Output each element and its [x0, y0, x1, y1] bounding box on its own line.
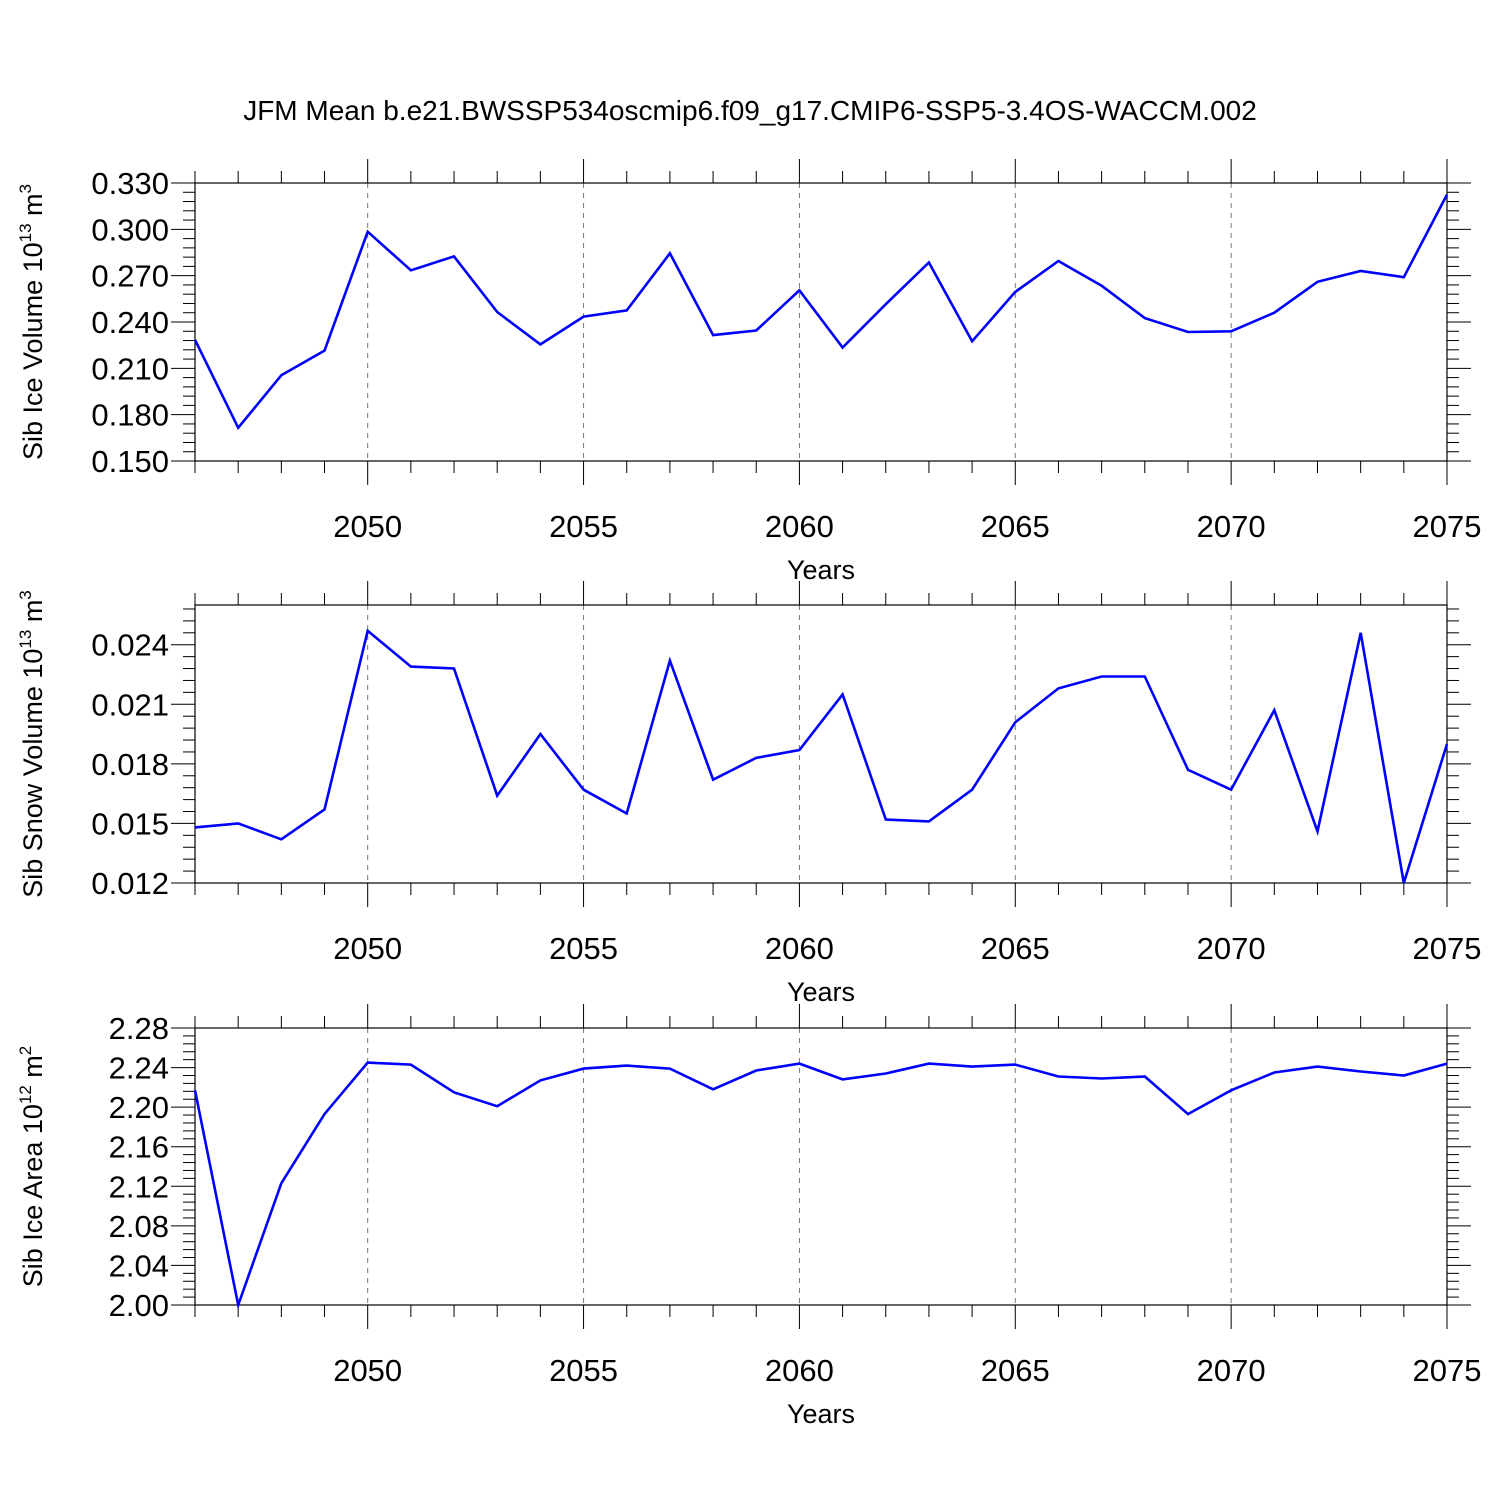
y-tick-label: 0.270: [91, 259, 169, 294]
plot-frame: [194, 182, 1448, 462]
x-tick-label: 2060: [765, 1353, 834, 1388]
y-axis-label-text: Sib Snow Volume 10: [18, 649, 48, 898]
x-tick-label: 2055: [549, 931, 618, 966]
y-tick-label: 2.08: [109, 1209, 169, 1244]
x-tick-label: 2065: [981, 931, 1050, 966]
y-tick-label: 2.16: [109, 1130, 169, 1165]
y-tick-label: 0.240: [91, 305, 169, 340]
y-axis-label: Sib Ice Volume 1013 m3: [16, 184, 48, 460]
y-axis-label-exponent: 13: [16, 630, 35, 649]
y-tick-label: 2.20: [109, 1090, 169, 1125]
x-tick-label: 2050: [333, 509, 402, 544]
x-tick-label: 2050: [333, 1353, 402, 1388]
y-axis-label-unit: m: [18, 1055, 48, 1085]
y-tick-label: 0.150: [91, 444, 169, 479]
y-tick-label: 2.00: [109, 1288, 169, 1323]
y-axis-label-unit-exponent: 3: [16, 590, 35, 599]
y-tick-label: 0.018: [91, 747, 169, 782]
x-tick-label: 2060: [765, 509, 834, 544]
x-tick-label: 2070: [1197, 509, 1266, 544]
y-axis-label-text: Sib Ice Volume 10: [18, 242, 48, 460]
y-tick-label: 0.015: [91, 806, 169, 841]
panel-1: 0.150 0.180 0.210 0.240 0.270 0.300 0.330 2050 2…: [16, 159, 1481, 585]
y-tick-label: 2.28: [109, 1011, 169, 1046]
x-tick-label: 2075: [1413, 509, 1482, 544]
y-tick-label: 0.021: [91, 687, 169, 722]
x-tick-label: 2075: [1413, 931, 1482, 966]
y-axis-label-exponent: 13: [16, 223, 35, 242]
series-line-sib-snow-volume: [194, 628, 1449, 884]
y-tick-label: 0.330: [91, 166, 169, 201]
y-axis-label-exponent: 12: [16, 1085, 35, 1104]
y-tick-label: 0.180: [91, 398, 169, 433]
y-tick-label: 0.210: [91, 351, 169, 386]
y-tick-label: 2.04: [109, 1248, 169, 1283]
x-tick-label: 2050: [333, 931, 402, 966]
series-line-sib-ice-area: [193, 1061, 1448, 1310]
x-axis-label: Years: [787, 555, 855, 585]
y-tick-label: 2.24: [109, 1051, 169, 1086]
figure-title: JFM Mean b.e21.BWSSP534oscmip6.f09_g17.C…: [243, 95, 1257, 126]
y-tick-label: 0.024: [91, 628, 169, 663]
series-line-sib-ice-volume: [193, 193, 1449, 431]
y-tick-label: 0.300: [91, 212, 169, 247]
x-tick-label: 2055: [549, 1353, 618, 1388]
x-tick-label: 2055: [549, 509, 618, 544]
y-axis-label: Sib Snow Volume 1013 m3: [16, 590, 48, 898]
x-tick-label: 2070: [1197, 931, 1266, 966]
x-tick-label: 2060: [765, 931, 834, 966]
y-axis-label-unit: m: [18, 600, 48, 630]
x-tick-label: 2075: [1413, 1353, 1482, 1388]
x-axis-label: Years: [787, 1399, 855, 1429]
x-axis-label: Years: [787, 977, 855, 1007]
y-axis-label-unit: m: [18, 193, 48, 223]
y-axis-label-unit-exponent: 2: [16, 1046, 35, 1055]
y-tick-label: 2.12: [109, 1169, 169, 1204]
x-tick-label: 2065: [981, 509, 1050, 544]
plot-frame: [194, 604, 1448, 884]
plot-frame: [194, 1027, 1448, 1306]
y-axis-label-unit-exponent: 3: [16, 184, 35, 193]
x-tick-label: 2065: [981, 1353, 1050, 1388]
x-tick-label: 2070: [1197, 1353, 1266, 1388]
panel-3: 2.00 2.04 2.08 2.12 2.16 2.20 2.24 2.28 2050 2055…: [16, 1004, 1481, 1429]
y-axis-label: Sib Ice Area 1012 m2: [16, 1046, 48, 1288]
y-tick-label: 0.012: [91, 866, 169, 901]
panel-2: 0.012 0.015 0.018 0.021 0.024 2050 2055 2060 206…: [16, 581, 1481, 1007]
y-axis-label-text: Sib Ice Area 10: [18, 1104, 48, 1287]
